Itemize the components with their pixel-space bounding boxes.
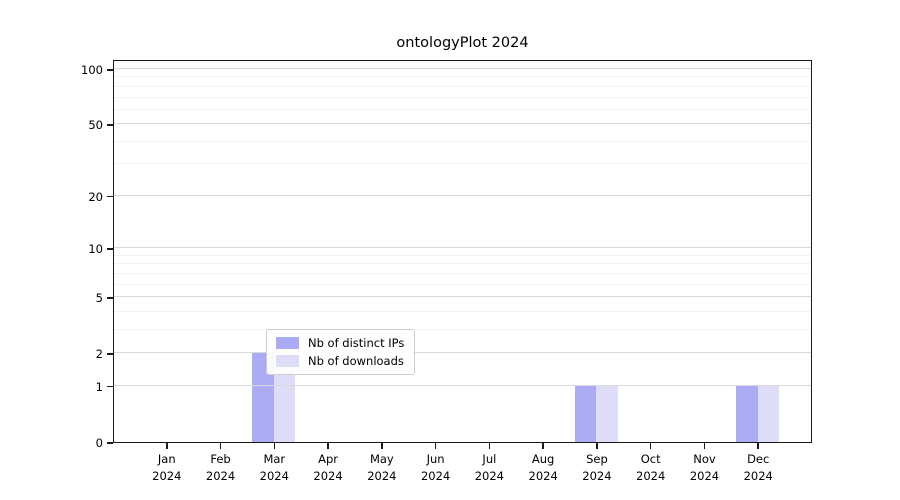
x-tick-feb [219,443,222,449]
legend-item-downloads: Nb of downloads [276,354,404,368]
x-tick-year-sep: 2024 [582,468,612,483]
bar-mar-downloads [273,353,296,442]
minor-gridline-8 [114,263,811,265]
minor-gridline-6 [114,283,811,285]
minor-gridline-60 [114,108,811,110]
bar-mar-distinct-ips [252,353,274,442]
y-tick-1 [107,385,113,388]
minor-gridline-30 [114,163,811,165]
major-gridline-2 [114,352,811,354]
y-tick-10 [107,248,113,250]
x-tick-year-jul: 2024 [474,468,505,483]
major-gridline-1 [114,384,811,386]
legend-swatch-distinct-ips [276,337,299,349]
y-tick-label-50: 50 [88,118,103,133]
bar-sep-distinct-ips [574,385,597,442]
y-tick-50 [107,124,113,126]
x-tick-mar [273,443,276,449]
y-tick-label-100: 100 [81,63,103,77]
y-tick-label-2: 2 [95,347,103,362]
legend-label-downloads: Nb of downloads [308,354,404,368]
x-tick-year-dec: 2024 [743,468,773,483]
x-tick-label-nov: Nov 2024 [662,451,746,484]
x-tick-year-oct: 2024 [636,468,666,483]
x-tick-jul [488,443,491,449]
x-tick-label-feb: Feb 2024 [179,451,263,484]
minor-gridline-3 [114,328,811,330]
x-tick-label-oct: Oct 2024 [609,451,693,484]
minor-gridline-80 [114,85,811,87]
major-gridline-20 [114,194,811,196]
x-tick-year-mar: 2024 [259,468,289,483]
x-tick-label-aug: Aug 2024 [501,451,585,484]
y-tick-20 [107,195,113,198]
x-tick-year-apr: 2024 [313,468,343,483]
minor-gridline-90 [114,76,811,78]
x-tick-year-jan: 2024 [152,468,182,483]
legend-swatch-downloads [276,355,299,367]
y-tick-label-1: 1 [95,379,103,394]
minor-gridline-40 [114,140,811,142]
legend: Nb of distinct IPs Nb of downloads [266,329,416,375]
y-tick-0 [107,442,113,444]
x-tick-nov [703,443,706,449]
x-tick-year-nov: 2024 [689,468,720,483]
y-tick-2 [107,353,113,355]
minor-gridline-7 [114,272,811,274]
x-tick-label-jul: Jul 2024 [447,451,531,484]
x-tick-year-aug: 2024 [528,468,558,483]
y-tick-label-20: 20 [88,189,103,204]
x-tick-sep [596,443,598,449]
y-tick-label-0: 0 [95,436,103,450]
x-tick-year-feb: 2024 [205,468,236,483]
x-tick-label-jan: Jan 2024 [125,451,209,484]
x-tick-aug [542,443,544,449]
x-tick-label-sep: Sep 2024 [555,451,639,484]
bar-sep-downloads [596,385,618,442]
x-tick-label-jun: Jun 2024 [394,451,478,484]
legend-item-distinct-ips: Nb of distinct IPs [276,336,404,350]
y-tick-label-5: 5 [95,291,103,306]
x-tick-label-may: May 2024 [340,451,424,484]
y-tick-5 [107,297,113,299]
x-tick-year-may: 2024 [367,468,397,483]
bar-dec-distinct-ips [736,385,758,442]
major-gridline-10 [114,247,811,249]
major-gridline-5 [114,296,811,298]
y-tick-100 [107,69,113,71]
x-tick-year-jun: 2024 [420,468,451,483]
minor-gridline-9 [114,254,811,256]
x-tick-oct [649,443,652,449]
x-tick-label-mar: Mar 2024 [232,451,316,484]
plot-area [113,60,812,443]
x-tick-label-apr: Apr 2024 [286,451,370,484]
x-tick-dec [757,443,759,449]
x-tick-may [381,443,383,449]
major-gridline-100 [114,68,811,69]
bar-dec-downloads [757,385,780,442]
y-tick-label-10: 10 [88,242,103,257]
minor-gridline-4 [114,310,811,312]
x-tick-label-dec: Dec 2024 [716,451,800,484]
chart-title: ontologyPlot 2024 [396,35,529,51]
x-tick-jan [166,443,168,449]
x-tick-jun [434,443,437,449]
legend-label-distinct-ips: Nb of distinct IPs [308,336,405,350]
minor-gridline-70 [114,96,811,98]
major-gridline-50 [114,123,811,125]
x-tick-apr [327,443,329,449]
